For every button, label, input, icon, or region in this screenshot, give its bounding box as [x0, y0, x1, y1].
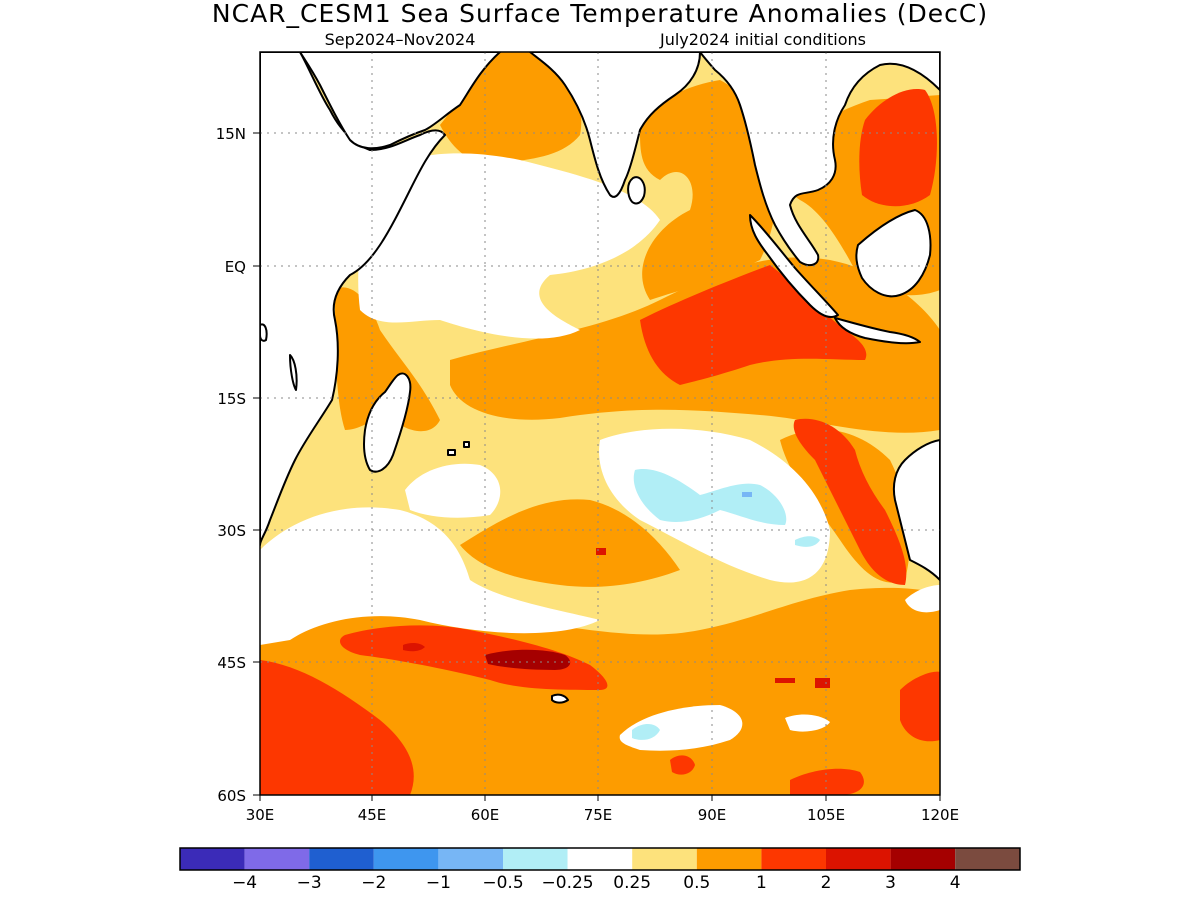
lon-axis: 30E 45E 60E 75E 90E 105E 120E — [246, 795, 959, 824]
map-plot-area — [260, 52, 940, 795]
anomaly-region-blue-small-patch — [742, 492, 752, 497]
colorbar-swatch — [373, 848, 439, 870]
madagascar-island — [363, 372, 412, 473]
colorbar-label: 0.5 — [683, 873, 710, 893]
colorbar-label: −4 — [232, 873, 257, 893]
anomaly-region-red-orange-south-china-sea — [859, 89, 937, 207]
sumatra-island — [749, 214, 839, 318]
anomaly-region-cyan-south-central — [633, 469, 787, 525]
map-title: NCAR_CESM1 Sea Surface Temperature Anoma… — [212, 0, 988, 28]
anomaly-region-white-australia-southwest — [905, 585, 940, 613]
colorbar-label: 1 — [756, 873, 767, 893]
colorbar-label: 2 — [821, 873, 832, 893]
anomaly-region-white-arabian-sea — [358, 153, 660, 339]
colorbar-swatch — [890, 848, 956, 870]
lon-tick-label-90e: 90E — [698, 806, 727, 824]
lon-tick-label-45e: 45E — [358, 806, 387, 824]
southeast-asia-landmass — [699, 52, 940, 267]
lon-tick-label-60e: 60E — [471, 806, 500, 824]
subtitle-initial-conditions: July2024 initial conditions — [659, 30, 866, 49]
anomaly-region-red-orange-small-south — [670, 755, 695, 775]
mauritius-island — [447, 449, 456, 456]
lat-tick-label-45s: 45S — [217, 654, 246, 672]
colorbar-label: −0.25 — [542, 873, 594, 893]
anomaly-region-red-orange-southwest — [260, 660, 414, 795]
colorbar-swatch — [180, 848, 245, 870]
colorbar-label: −2 — [361, 873, 386, 893]
colorbar-swatch — [503, 848, 568, 870]
lake-victoria-outline — [260, 323, 268, 342]
anomaly-region-red-small-patch-3 — [775, 678, 795, 683]
lon-tick-label-105e: 105E — [807, 806, 845, 824]
colorbar-swatch — [244, 848, 310, 870]
india-landmass — [529, 52, 701, 198]
lat-tick-label-60s: 60S — [217, 787, 246, 805]
anomaly-region-white-subtropical-south — [260, 507, 600, 645]
java-island — [834, 317, 921, 345]
anomaly-region-cyan-east-small — [795, 536, 820, 547]
africa-landmass — [260, 52, 446, 546]
anomaly-region-cyan-south-small — [632, 724, 660, 740]
anomaly-region-red-south-band-core — [485, 649, 571, 670]
anomaly-region-white-madagascar-east — [405, 463, 501, 518]
colorbar-label: 0.25 — [613, 873, 651, 893]
colorbar-label: 4 — [950, 873, 961, 893]
colorbar-label: −0.5 — [482, 873, 523, 893]
colorbar-swatch — [438, 848, 503, 870]
colorbar-swatch — [632, 848, 697, 870]
anomaly-region-red-orange-australia-west — [793, 418, 907, 585]
colorbar-label: −1 — [426, 873, 451, 893]
sri-lanka-island — [627, 176, 646, 205]
subtitle-season: Sep2024–Nov2024 — [325, 30, 476, 49]
colorbar-label: 3 — [885, 873, 896, 893]
anomaly-region-red-orange-eastern-equatorial — [640, 265, 867, 385]
anomaly-region-orange-east-africa — [335, 287, 440, 432]
colorbar-swatch — [761, 848, 826, 870]
colorbar-frame — [179, 847, 1021, 871]
anomaly-region-red-orange-southeast — [900, 671, 940, 742]
map-gridlines — [260, 52, 940, 795]
lat-tick-label-eq: EQ — [225, 258, 246, 276]
lat-axis: 15N EQ 15S 30S 45S 60S — [216, 125, 260, 805]
lat-tick-label-15s: 15S — [217, 390, 246, 408]
colorbar-swatch — [955, 848, 1020, 870]
anomaly-region-red-small-patch-4 — [815, 678, 830, 688]
anomaly-region-red-orange-south-band — [340, 625, 608, 690]
colorbar-swatch — [696, 848, 762, 870]
colorbar: −4 −3 −2 −1 −0.5 −0.25 0.25 0.5 1 2 3 4 — [179, 847, 1021, 893]
colorbar-swatch — [826, 848, 891, 870]
australia-landmass — [892, 439, 940, 581]
anomaly-region-red-orange-south-blob — [790, 768, 864, 795]
colorbar-swatch — [567, 848, 633, 870]
lon-tick-label-120e: 120E — [921, 806, 959, 824]
anomaly-region-red-small-patch-1 — [403, 642, 425, 652]
kerguelen-island — [551, 693, 569, 704]
lat-tick-label-30s: 30S — [217, 522, 246, 540]
lake-malawi-outline — [289, 354, 298, 391]
lon-tick-label-75e: 75E — [584, 806, 613, 824]
borneo-island — [855, 209, 932, 298]
colorbar-label: −3 — [297, 873, 322, 893]
anomaly-region-orange-midlat-band — [460, 499, 680, 587]
colorbar-swatch — [309, 848, 374, 870]
anomaly-region-white-south-patch-2 — [785, 714, 830, 732]
lon-tick-label-30e: 30E — [246, 806, 275, 824]
map-frame — [259, 51, 941, 796]
arabian-peninsula-landmass — [299, 52, 501, 150]
anomaly-region-orange-bay-of-bengal — [640, 80, 777, 300]
lat-tick-label-15n: 15N — [216, 125, 246, 143]
sri-small-island-2 — [463, 441, 470, 448]
